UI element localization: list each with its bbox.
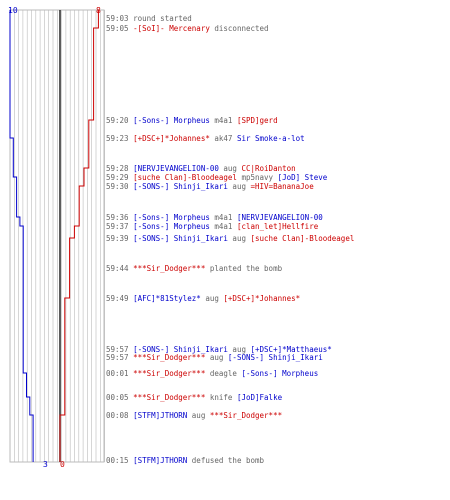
log-player: [-Sons-] Morpheus <box>133 116 210 125</box>
log-line: 59:29 [suche Clan]-Bloodeagel mp5navy [J… <box>106 173 327 182</box>
log-time: 59:37 <box>106 222 134 231</box>
log-player: [AFC]*81Stylez* <box>133 294 201 303</box>
log-time: 59:30 <box>106 182 134 191</box>
log-line: 00:05 ***Sir_Dodger*** knife [JoD]Falke <box>106 393 282 402</box>
log-player: [JoD]Falke <box>236 393 283 402</box>
log-player: ***Sir_Dodger*** <box>133 353 206 362</box>
log-player: Sir Smoke-a-lot <box>236 134 305 143</box>
red-start-count: 8 <box>96 6 101 15</box>
log-line: 59:57 ***Sir_Dodger*** aug [-SONS-] Shin… <box>106 353 323 362</box>
log-time: 59:39 <box>106 234 134 243</box>
log-line: 59:39 [-SONS-] Shinji_Ikari aug [suche C… <box>106 234 354 243</box>
log-action: aug <box>227 234 251 243</box>
log-player: [JoD] Steve <box>277 173 328 182</box>
log-line: 59:44 ***Sir_Dodger*** planted the bomb <box>106 264 282 273</box>
log-player: [STFM]JTHORN <box>133 411 188 420</box>
log-line: 00:08 [STFM]JTHORN aug ***Sir_Dodger*** <box>106 411 282 420</box>
log-time: 00:08 <box>106 411 134 420</box>
log-time: 59:57 <box>106 353 134 362</box>
red-team-alive-line <box>59 10 99 462</box>
log-player: [SPD]gerd <box>236 116 278 125</box>
log-player: [STFM]JTHORN <box>133 456 188 465</box>
log-line: 00:01 ***Sir_Dodger*** deagle [-Sons-] M… <box>106 369 318 378</box>
log-line: 59:57 [-SONS-] Shinji_Ikari aug [+DSC+]*… <box>106 345 332 354</box>
log-time: 59:36 <box>106 213 134 222</box>
log-action: aug <box>187 411 210 420</box>
log-time: 00:15 <box>106 456 134 465</box>
log-time: 59:20 <box>106 116 134 125</box>
log-action: aug <box>218 164 242 173</box>
log-time: 59:23 <box>106 134 134 143</box>
log-player: [-SONS-] Shinji_Ikari <box>227 353 323 362</box>
log-line: 59:20 [-Sons-] Morpheus m4a1 [SPD]gerd <box>106 116 278 125</box>
log-action: deagle <box>205 369 242 378</box>
log-action: defused the bomb <box>187 456 265 465</box>
log-line: 59:49 [AFC]*81Stylez* aug [+DSC+]*Johann… <box>106 294 300 303</box>
log-action: m4a1 <box>209 116 237 125</box>
log-player: [NERVJEVANGELION-00 <box>133 164 219 173</box>
log-time: 59:03 <box>106 14 134 23</box>
log-player: [-SONS-] Shinji_Ikari <box>133 234 228 243</box>
log-player: [clan_let]Hellfire <box>236 222 319 231</box>
log-time: 00:05 <box>106 393 134 402</box>
log-player: [-Sons-] Morpheus <box>133 213 210 222</box>
log-player: [-SONS-] Shinji_Ikari <box>133 182 228 191</box>
log-player: [+DSC+]*Johannes* <box>223 294 301 303</box>
log-action: planted the bomb <box>205 264 283 273</box>
log-player: =HIV=BananaJoe <box>250 182 314 191</box>
log-action: m4a1 <box>209 213 237 222</box>
blue-team-alive-line <box>9 10 34 462</box>
log-player: ***Sir_Dodger*** <box>133 393 206 402</box>
log-line: 59:23 [+DSC+]*Johannes* ak47 Sir Smoke-a… <box>106 134 305 143</box>
log-player: ***Sir_Dodger*** <box>133 264 206 273</box>
log-time: 59:44 <box>106 264 134 273</box>
log-action: aug <box>227 182 251 191</box>
log-time: 59:28 <box>106 164 134 173</box>
log-action: aug <box>227 345 251 354</box>
log-player: [-SONS-] Shinji_Ikari <box>133 345 228 354</box>
log-player: ***Sir_Dodger*** <box>133 369 206 378</box>
log-action: knife <box>205 393 237 402</box>
log-line: 59:30 [-SONS-] Shinji_Ikari aug =HIV=Ban… <box>106 182 314 191</box>
log-time: 59:57 <box>106 345 134 354</box>
log-player: [+DSC+]*Matthaeus* <box>250 345 332 354</box>
log-player: [-Sons-] Morpheus <box>133 222 210 231</box>
log-time: 00:01 <box>106 369 134 378</box>
log-player: [NERVJEVANGELION-00 <box>236 213 323 222</box>
log-player: [suche Clan]-Bloodeagel <box>250 234 355 243</box>
log-player: -[SoI]- Mercenary <box>133 24 210 33</box>
blue-end-count: 3 <box>43 460 48 469</box>
log-action: round started <box>133 14 192 23</box>
log-action: aug <box>200 294 224 303</box>
log-line: 59:36 [-Sons-] Morpheus m4a1 [NERVJEVANG… <box>106 213 323 222</box>
log-time: 59:29 <box>106 173 134 182</box>
log-time: 59:05 <box>106 24 134 33</box>
log-line: 59:28 [NERVJEVANGELION-00 aug CC|RoiDant… <box>106 164 296 173</box>
log-time: 59:49 <box>106 294 134 303</box>
blue-start-count: 10 <box>8 6 18 15</box>
red-end-count: 0 <box>60 460 65 469</box>
log-line: 59:37 [-Sons-] Morpheus m4a1 [clan_let]H… <box>106 222 318 231</box>
log-action: aug <box>205 353 228 362</box>
log-player: [suche Clan]-Bloodeagel <box>133 173 237 182</box>
log-player: CC|RoiDanton <box>241 164 296 173</box>
log-line: 00:15 [STFM]JTHORN defused the bomb <box>106 456 264 465</box>
log-line: 59:05 -[SoI]- Mercenary disconnected <box>106 24 269 33</box>
log-action: ak47 <box>209 134 237 143</box>
log-action: m4a1 <box>209 222 237 231</box>
log-action: mp5navy <box>236 173 278 182</box>
log-player: [-Sons-] Morpheus <box>241 369 319 378</box>
alive-players-graph <box>9 9 105 463</box>
log-player: ***Sir_Dodger*** <box>209 411 283 420</box>
log-line: 59:03 round started <box>106 14 192 23</box>
log-action: disconnected <box>209 24 269 33</box>
log-player: [+DSC+]*Johannes* <box>133 134 210 143</box>
